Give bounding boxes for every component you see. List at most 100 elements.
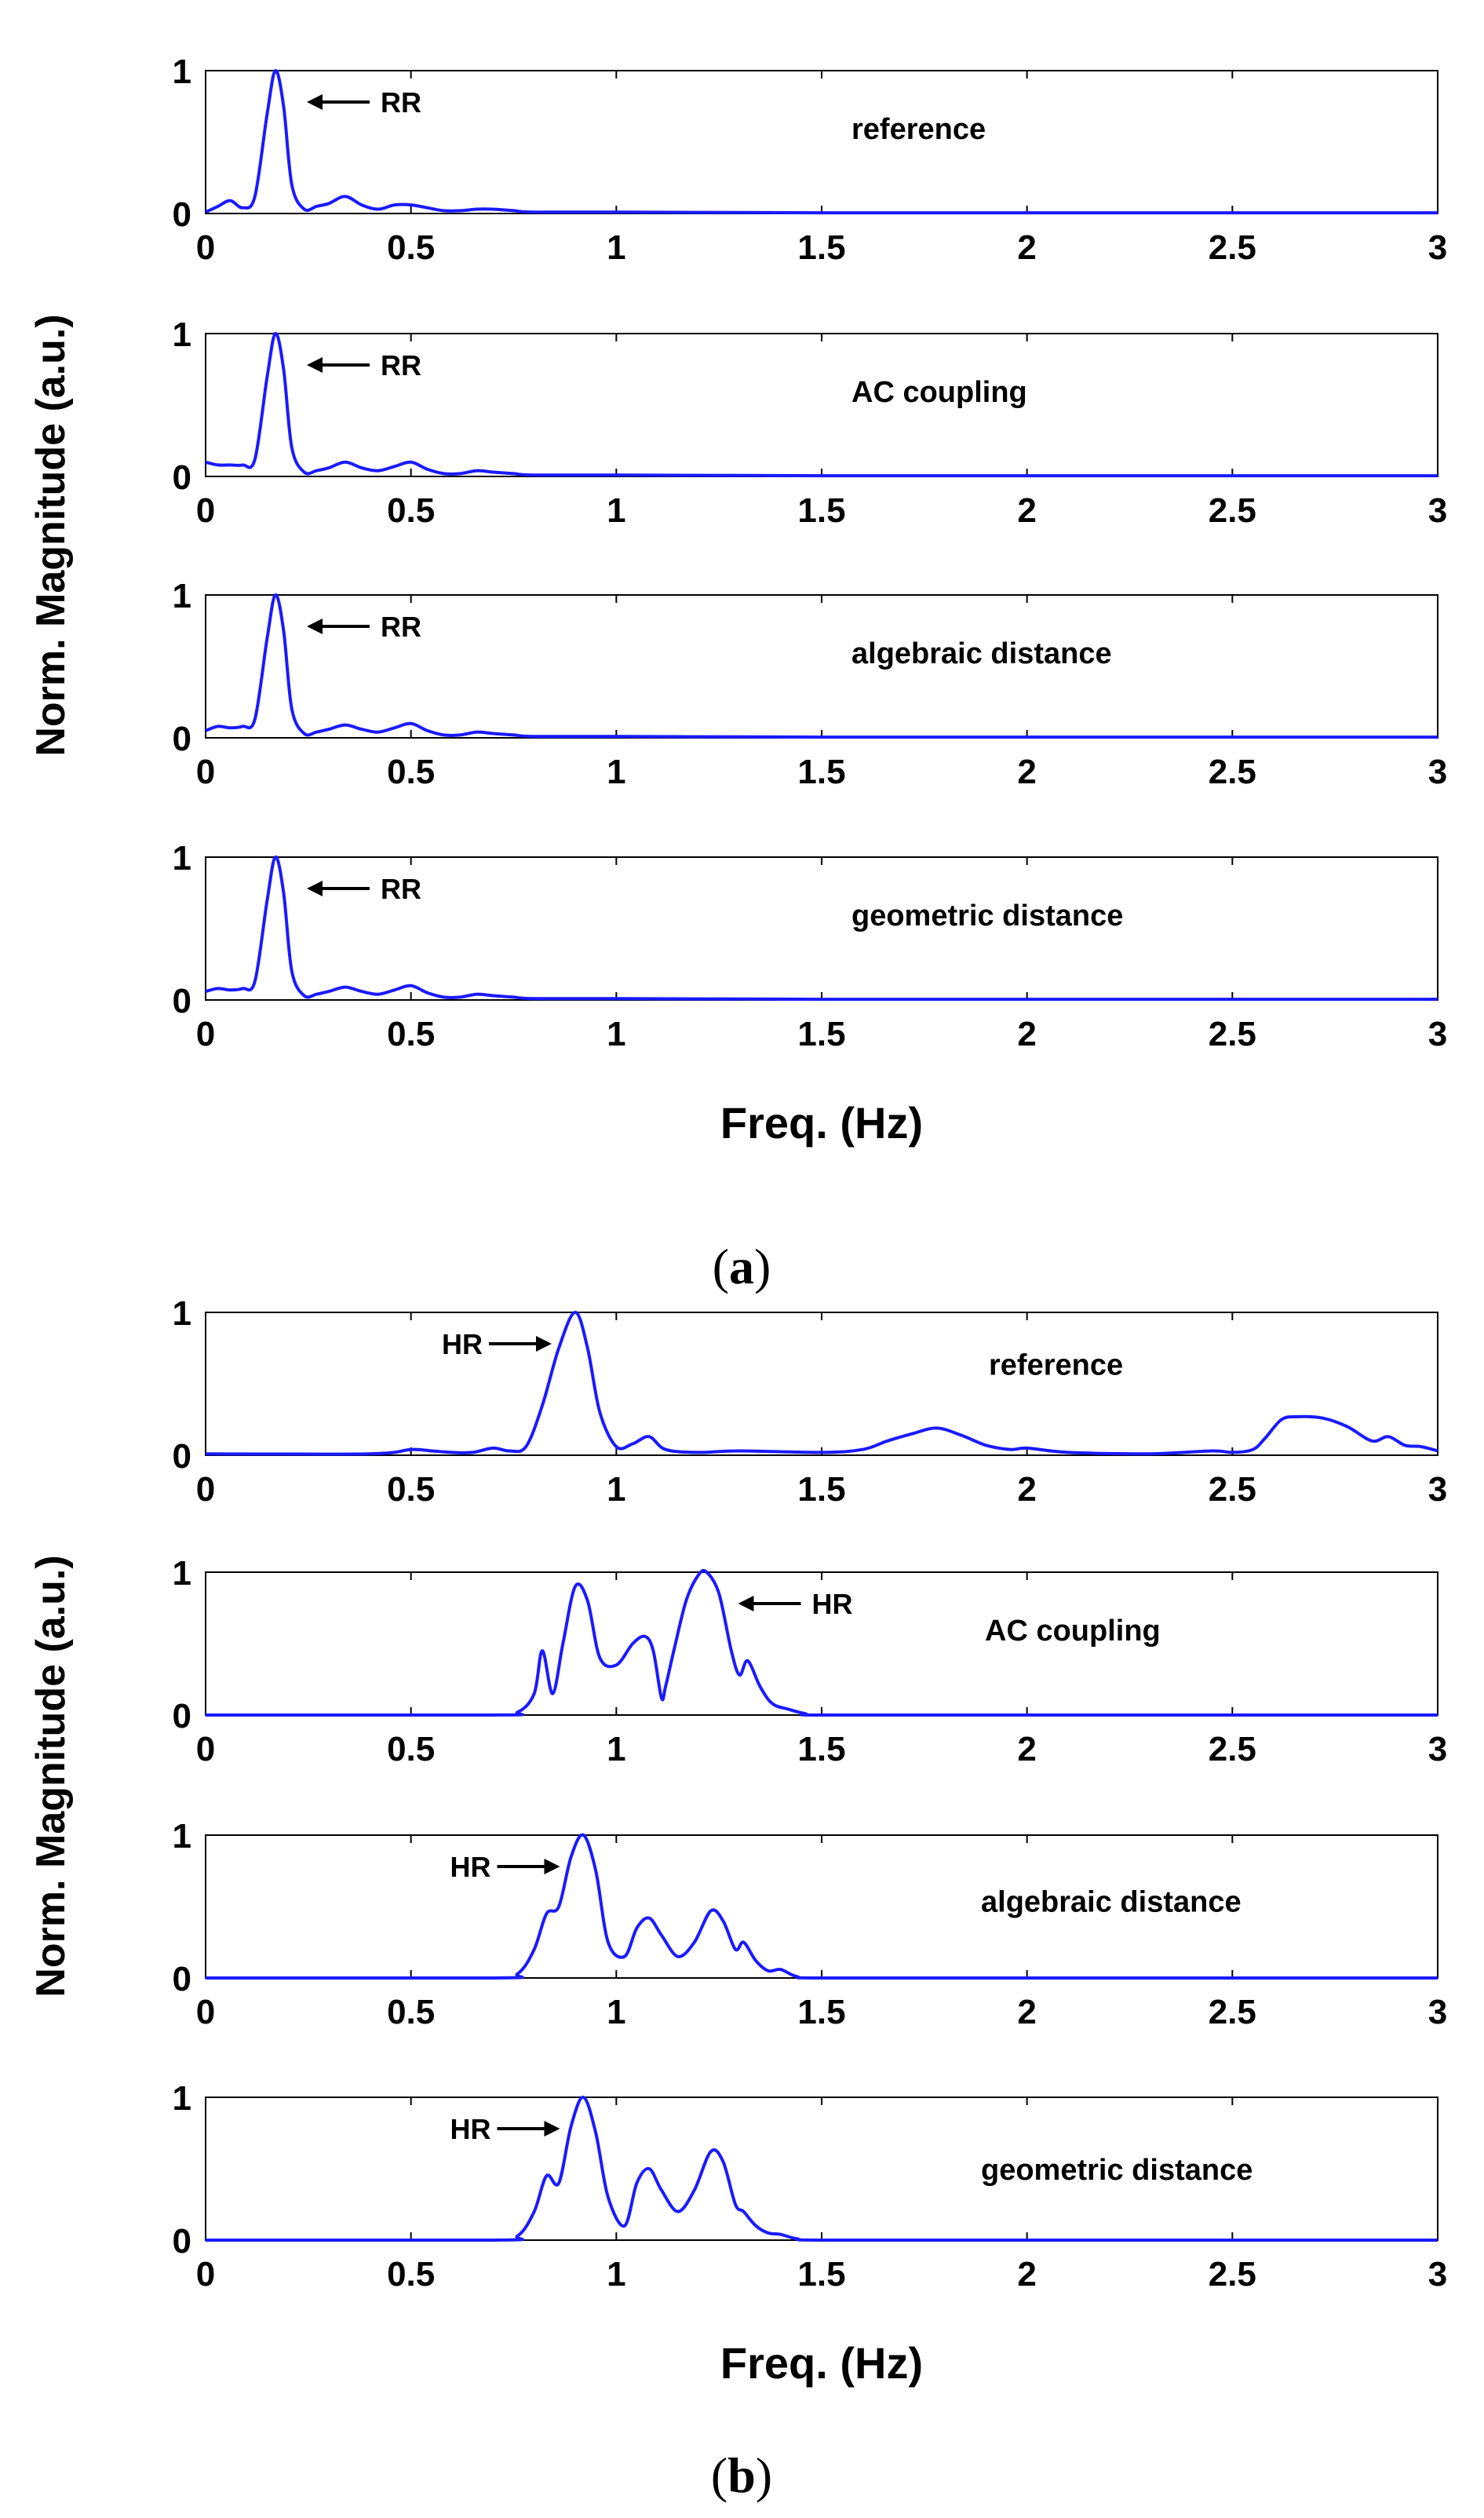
y-tick-label: 0 [173, 982, 191, 1020]
panel-label: reference [851, 113, 986, 146]
x-tick-label: 2 [1017, 2255, 1036, 2294]
series-line [205, 1568, 1438, 1717]
x-tick-label: 3 [1428, 753, 1447, 791]
panel-label: geometric distance [851, 900, 1123, 932]
panel-3: 0 0.5 1 1.5 2 2.5 3 0 1 algebraic distance RR [173, 577, 1448, 791]
x-tick-label: 0.5 [387, 1470, 435, 1509]
x-tick-label: 1.5 [797, 228, 845, 267]
annotation-arrow-head [306, 94, 323, 111]
x-tick-label: 0.5 [387, 491, 435, 530]
panel-2: 0 0.5 1 1.5 2 2.5 3 0 1 AC coupling HR [173, 1554, 1448, 1768]
x-tick-label: 2 [1017, 1730, 1036, 1768]
annotation-arrow-head [306, 619, 323, 635]
x-tick-label: 0.5 [387, 1015, 435, 1053]
series-line [205, 331, 1438, 478]
x-tick-label: 3 [1428, 228, 1447, 267]
x-tick-label: 1 [607, 1730, 625, 1768]
y-tick-label: 1 [173, 2079, 191, 2118]
annotation-arrow-head [544, 1859, 560, 1875]
annotation-arrow-head [306, 881, 323, 897]
x-tick-label: 1.5 [797, 1015, 845, 1053]
x-tick-label: 0.5 [387, 228, 435, 267]
annotation-label: RR [381, 873, 421, 905]
panel-label: algebraic distance [981, 1886, 1242, 1919]
x-tick-label: 2.5 [1209, 1730, 1256, 1768]
annotation-label: HR [450, 2113, 490, 2145]
y-tick-label: 1 [173, 577, 191, 615]
annotation-label: RR [381, 86, 421, 119]
x-axis-label: Freq. (Hz) [720, 2338, 923, 2388]
annotation-arrow-head [536, 1336, 552, 1352]
x-axis-label: Freq. (Hz) [720, 1098, 923, 1148]
series-line [205, 1311, 1438, 1456]
x-tick-label: 0.5 [387, 2255, 435, 2294]
x-tick-label: 0.5 [387, 753, 435, 791]
x-tick-label: 1.5 [797, 1730, 845, 1768]
x-tick-label: 0 [196, 2255, 215, 2294]
y-tick-label: 1 [173, 1554, 191, 1593]
x-tick-label: 2 [1017, 1993, 1036, 2031]
annotation-label: HR [811, 1588, 852, 1620]
series-line [205, 855, 1438, 1002]
x-tick-label: 0 [196, 1993, 215, 2031]
x-tick-label: 2.5 [1209, 491, 1256, 530]
x-tick-label: 1.5 [797, 1470, 845, 1509]
panel-label: algebraic distance [851, 637, 1112, 670]
series-line [205, 68, 1438, 215]
panel-4: 0 0.5 1 1.5 2 2.5 3 0 1 geometric distance RR [173, 839, 1448, 1053]
y-tick-label: 0 [173, 720, 191, 758]
y-axis-label: Norm. Magnitude (a.u.) [28, 314, 74, 756]
y-tick-label: 1 [173, 53, 191, 91]
x-tick-label: 1 [607, 491, 625, 530]
panel-1: 0 0.5 1 1.5 2 2.5 3 0 1 reference RR [173, 53, 1448, 267]
x-tick-label: 2 [1017, 1015, 1036, 1053]
annotation-arrow-head [544, 2121, 560, 2137]
x-tick-label: 3 [1428, 1730, 1447, 1768]
panel-4: 0 0.5 1 1.5 2 2.5 3 0 1 geometric distance HR [173, 2079, 1448, 2294]
y-axis-label: Norm. Magnitude (a.u.) [28, 1555, 74, 1997]
x-tick-label: 1.5 [797, 753, 845, 791]
x-tick-label: 0.5 [387, 1993, 435, 2031]
axes-box [205, 1312, 1438, 1456]
x-tick-label: 3 [1428, 491, 1447, 530]
axes-box [205, 2097, 1438, 2241]
x-tick-label: 0 [196, 1470, 215, 1509]
x-tick-label: 0 [196, 1730, 215, 1768]
annotation-label: HR [450, 1851, 490, 1883]
x-tick-label: 0 [196, 228, 215, 267]
annotation-label: RR [381, 349, 421, 381]
x-tick-label: 2.5 [1209, 1470, 1256, 1509]
series-line [205, 593, 1438, 739]
x-tick-label: 2.5 [1209, 753, 1256, 791]
x-tick-label: 0.5 [387, 1730, 435, 1768]
y-tick-label: 1 [173, 1294, 191, 1333]
x-tick-label: 2 [1017, 1470, 1036, 1509]
panel-2: 0 0.5 1 1.5 2 2.5 3 0 1 AC coupling RR [173, 316, 1448, 530]
series-line [206, 1833, 1438, 1980]
x-tick-label: 3 [1428, 1015, 1447, 1053]
y-tick-label: 1 [173, 1817, 191, 1856]
x-tick-label: 0 [196, 491, 215, 530]
y-tick-label: 0 [173, 458, 191, 497]
x-tick-label: 1.5 [797, 491, 845, 530]
caption-a: (a) [713, 1239, 771, 1294]
panel-3: 0 0.5 1 1.5 2 2.5 3 0 1 algebraic distance HR [173, 1817, 1448, 2031]
panel-label: AC coupling [851, 376, 1027, 409]
x-tick-label: 1 [607, 2255, 625, 2294]
x-tick-label: 1 [607, 753, 625, 791]
annotation-label: RR [381, 611, 421, 643]
x-tick-label: 2 [1017, 228, 1036, 267]
y-tick-label: 0 [173, 1960, 191, 1998]
panel-1: 0 0.5 1 1.5 2 2.5 3 0 1 reference HR [173, 1294, 1448, 1509]
panel-label: reference [989, 1349, 1123, 1382]
x-tick-label: 2.5 [1209, 228, 1256, 267]
panel-label: AC coupling [985, 1615, 1161, 1648]
y-tick-label: 0 [173, 1437, 191, 1476]
x-tick-label: 2.5 [1209, 2255, 1256, 2294]
x-tick-label: 1 [607, 1015, 625, 1053]
x-tick-label: 3 [1428, 1470, 1447, 1509]
x-tick-label: 3 [1428, 2255, 1447, 2294]
x-tick-label: 1.5 [797, 2255, 845, 2294]
x-tick-label: 1 [607, 1470, 625, 1509]
